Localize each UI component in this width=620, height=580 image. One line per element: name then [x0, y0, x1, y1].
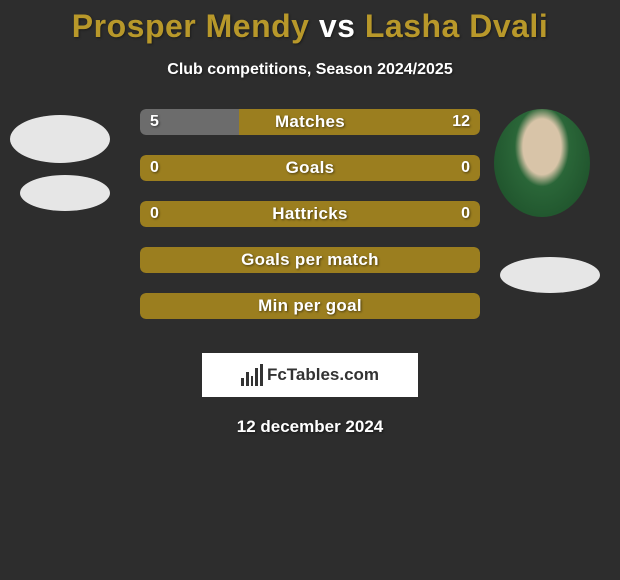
title-player1: Prosper Mendy: [72, 8, 310, 44]
subtitle: Club competitions, Season 2024/2025: [0, 61, 620, 79]
bar-chart-icon: [241, 364, 263, 386]
page-title: Prosper Mendy vs Lasha Dvali: [0, 8, 620, 45]
title-player2: Lasha Dvali: [365, 8, 548, 44]
stat-bar: 512Matches: [140, 109, 480, 135]
logo-text: FcTables.com: [267, 365, 379, 385]
bar-label: Goals per match: [140, 247, 480, 273]
stat-bar: Goals per match: [140, 247, 480, 273]
player2-avatar-shadow: [500, 257, 600, 293]
bar-label: Goals: [140, 155, 480, 181]
fctables-logo: FcTables.com: [202, 353, 418, 397]
bar-label: Matches: [140, 109, 480, 135]
bar-label: Hattricks: [140, 201, 480, 227]
player2-avatar: [494, 109, 590, 217]
stat-bar: 00Goals: [140, 155, 480, 181]
stat-bar: Min per goal: [140, 293, 480, 319]
player1-avatar-placeholder: [10, 115, 110, 163]
title-vs: vs: [319, 8, 356, 44]
stat-bars: 512Matches 00Goals 00Hattricks Goals per ma…: [140, 109, 480, 339]
bar-label: Min per goal: [140, 293, 480, 319]
date-text: 12 december 2024: [0, 417, 620, 437]
player1-avatar-shadow: [20, 175, 110, 211]
comparison-infographic: Prosper Mendy vs Lasha Dvali Club compet…: [0, 0, 620, 79]
stat-bar: 00Hattricks: [140, 201, 480, 227]
